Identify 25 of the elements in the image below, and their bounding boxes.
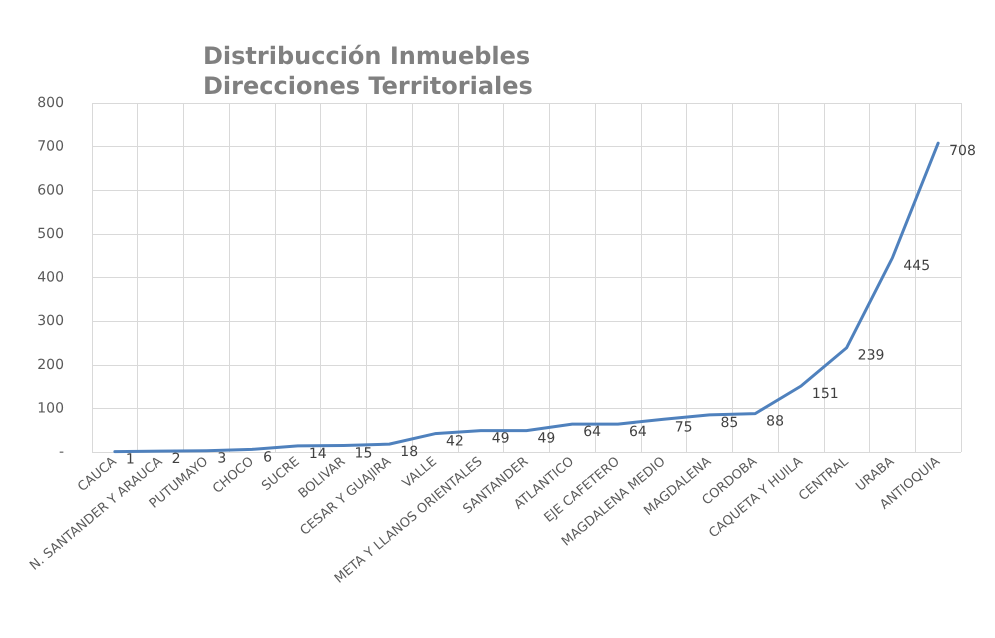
data-label: 88: [766, 414, 784, 430]
data-label: 18: [400, 444, 418, 460]
y-tick-label: 300: [37, 313, 64, 330]
y-tick-label: 200: [37, 356, 64, 373]
y-tick-label: -: [58, 444, 64, 460]
y-tick-label: 600: [37, 182, 64, 198]
y-tick-label: 700: [37, 138, 64, 155]
data-label: 239: [858, 348, 884, 364]
chart-title: Distribucción Inmuebles Direcciones Territoriales: [203, 42, 533, 100]
data-label: 49: [492, 430, 510, 447]
y-tick-label: 100: [37, 400, 64, 416]
data-label: 151: [812, 386, 839, 402]
data-label: 15: [354, 445, 372, 462]
y-tick-label: 800: [37, 95, 64, 111]
data-label: 75: [674, 419, 693, 436]
data-label: 14: [308, 446, 327, 462]
y-tick-label: 400: [37, 270, 64, 286]
data-label: 64: [583, 424, 602, 440]
data-label: 49: [538, 430, 556, 447]
data-label: 42: [446, 434, 464, 450]
data-label: 85: [720, 414, 738, 431]
y-tick-label: 500: [37, 226, 64, 242]
data-label: 64: [628, 424, 647, 440]
data-label: 708: [949, 143, 976, 160]
data-label: 445: [903, 258, 930, 274]
